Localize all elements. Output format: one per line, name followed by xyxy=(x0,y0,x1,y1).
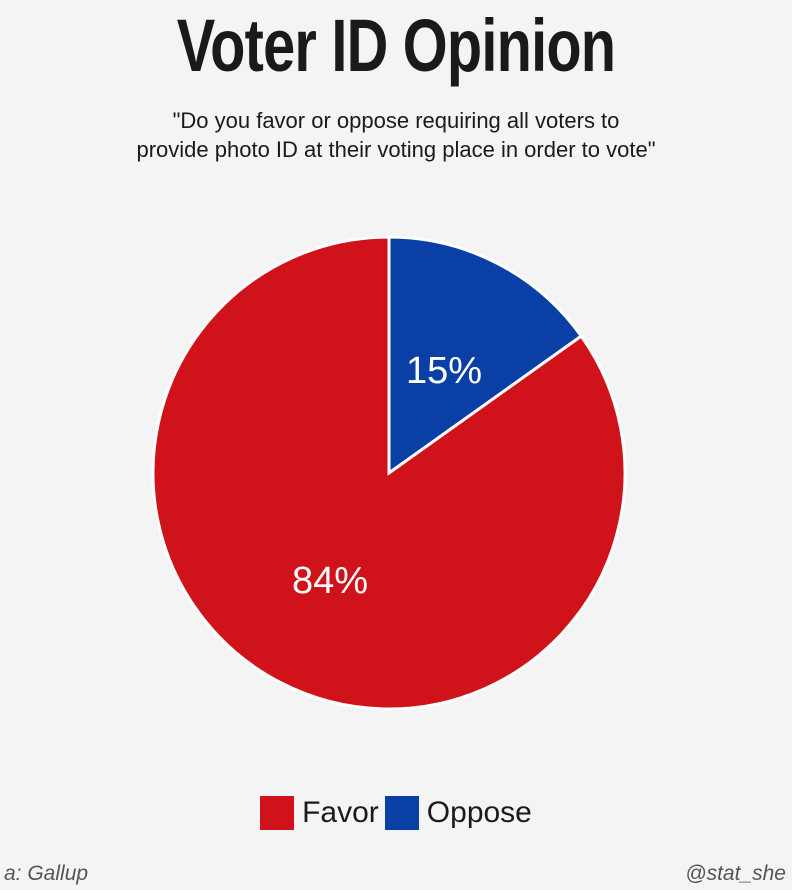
legend: Favor Oppose xyxy=(0,796,792,830)
legend-swatch-favor xyxy=(260,796,295,830)
legend-label-oppose: Oppose xyxy=(426,796,532,829)
legend-item-favor: Favor xyxy=(260,796,379,830)
chart-title: Voter ID Opinion xyxy=(176,4,616,87)
legend-item-oppose: Oppose xyxy=(384,796,532,830)
pie-slice-oppose xyxy=(387,235,584,476)
chart-subtitle: "Do you favor or oppose requiring all vo… xyxy=(40,106,752,164)
source-credit: a: Gallup xyxy=(4,862,89,885)
data-label-favor: 84% xyxy=(292,560,368,602)
legend-swatch-oppose xyxy=(384,796,419,830)
legend-label-favor: Favor xyxy=(302,796,379,829)
author-handle: @stat_she xyxy=(685,862,786,885)
subtitle-line-2: provide photo ID at their voting place i… xyxy=(136,137,656,162)
data-label-oppose: 15% xyxy=(406,350,482,392)
subtitle-line-1: "Do you favor or oppose requiring all vo… xyxy=(172,108,620,133)
pie-slice-favor xyxy=(151,235,627,711)
